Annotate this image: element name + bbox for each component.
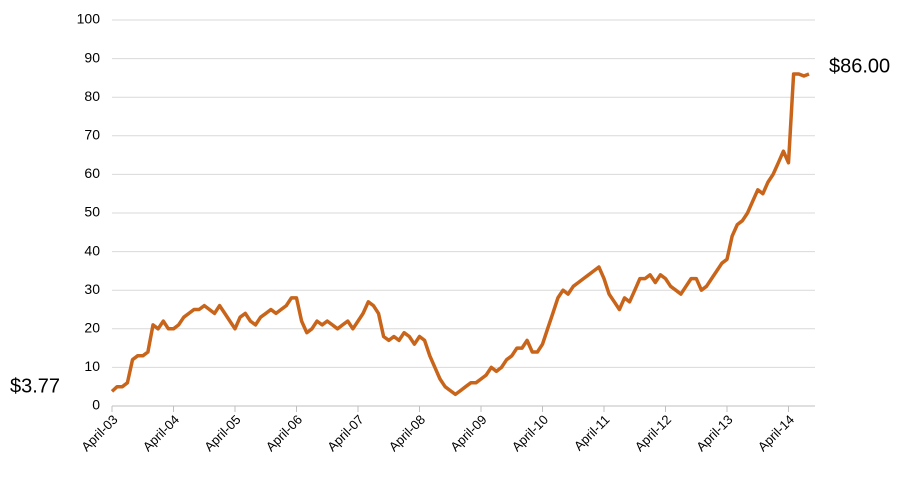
x-tick-label: April-13 — [693, 412, 735, 454]
y-tick-label: 10 — [84, 358, 100, 374]
value-label: $86.00 — [829, 55, 890, 77]
x-tick-label: April-10 — [509, 412, 551, 454]
y-tick-label: 30 — [84, 281, 100, 297]
y-tick-label: 80 — [84, 88, 100, 104]
y-tick-label: 90 — [84, 49, 100, 65]
y-tick-label: 60 — [84, 165, 100, 181]
y-tick-label: 40 — [84, 242, 100, 258]
x-tick-label: April-14 — [755, 412, 797, 454]
x-tick-label: April-03 — [78, 412, 120, 454]
x-tick-label: April-04 — [140, 412, 182, 454]
value-label: $3.77 — [10, 376, 60, 398]
y-tick-label: 50 — [84, 204, 100, 220]
x-tick-label: April-07 — [324, 412, 366, 454]
y-tick-label: 70 — [84, 127, 100, 143]
x-tick-label: April-08 — [386, 412, 428, 454]
y-tick-label: 0 — [92, 397, 100, 413]
x-tick-label: April-05 — [201, 412, 243, 454]
y-tick-label: 100 — [77, 11, 101, 27]
y-tick-label: 20 — [84, 320, 100, 336]
price-line — [110, 72, 810, 397]
x-tick-label: April-11 — [571, 412, 613, 454]
x-tick-label: April-09 — [447, 412, 489, 454]
x-tick-label: April-06 — [263, 412, 305, 454]
x-tick-label: April-12 — [632, 412, 674, 454]
